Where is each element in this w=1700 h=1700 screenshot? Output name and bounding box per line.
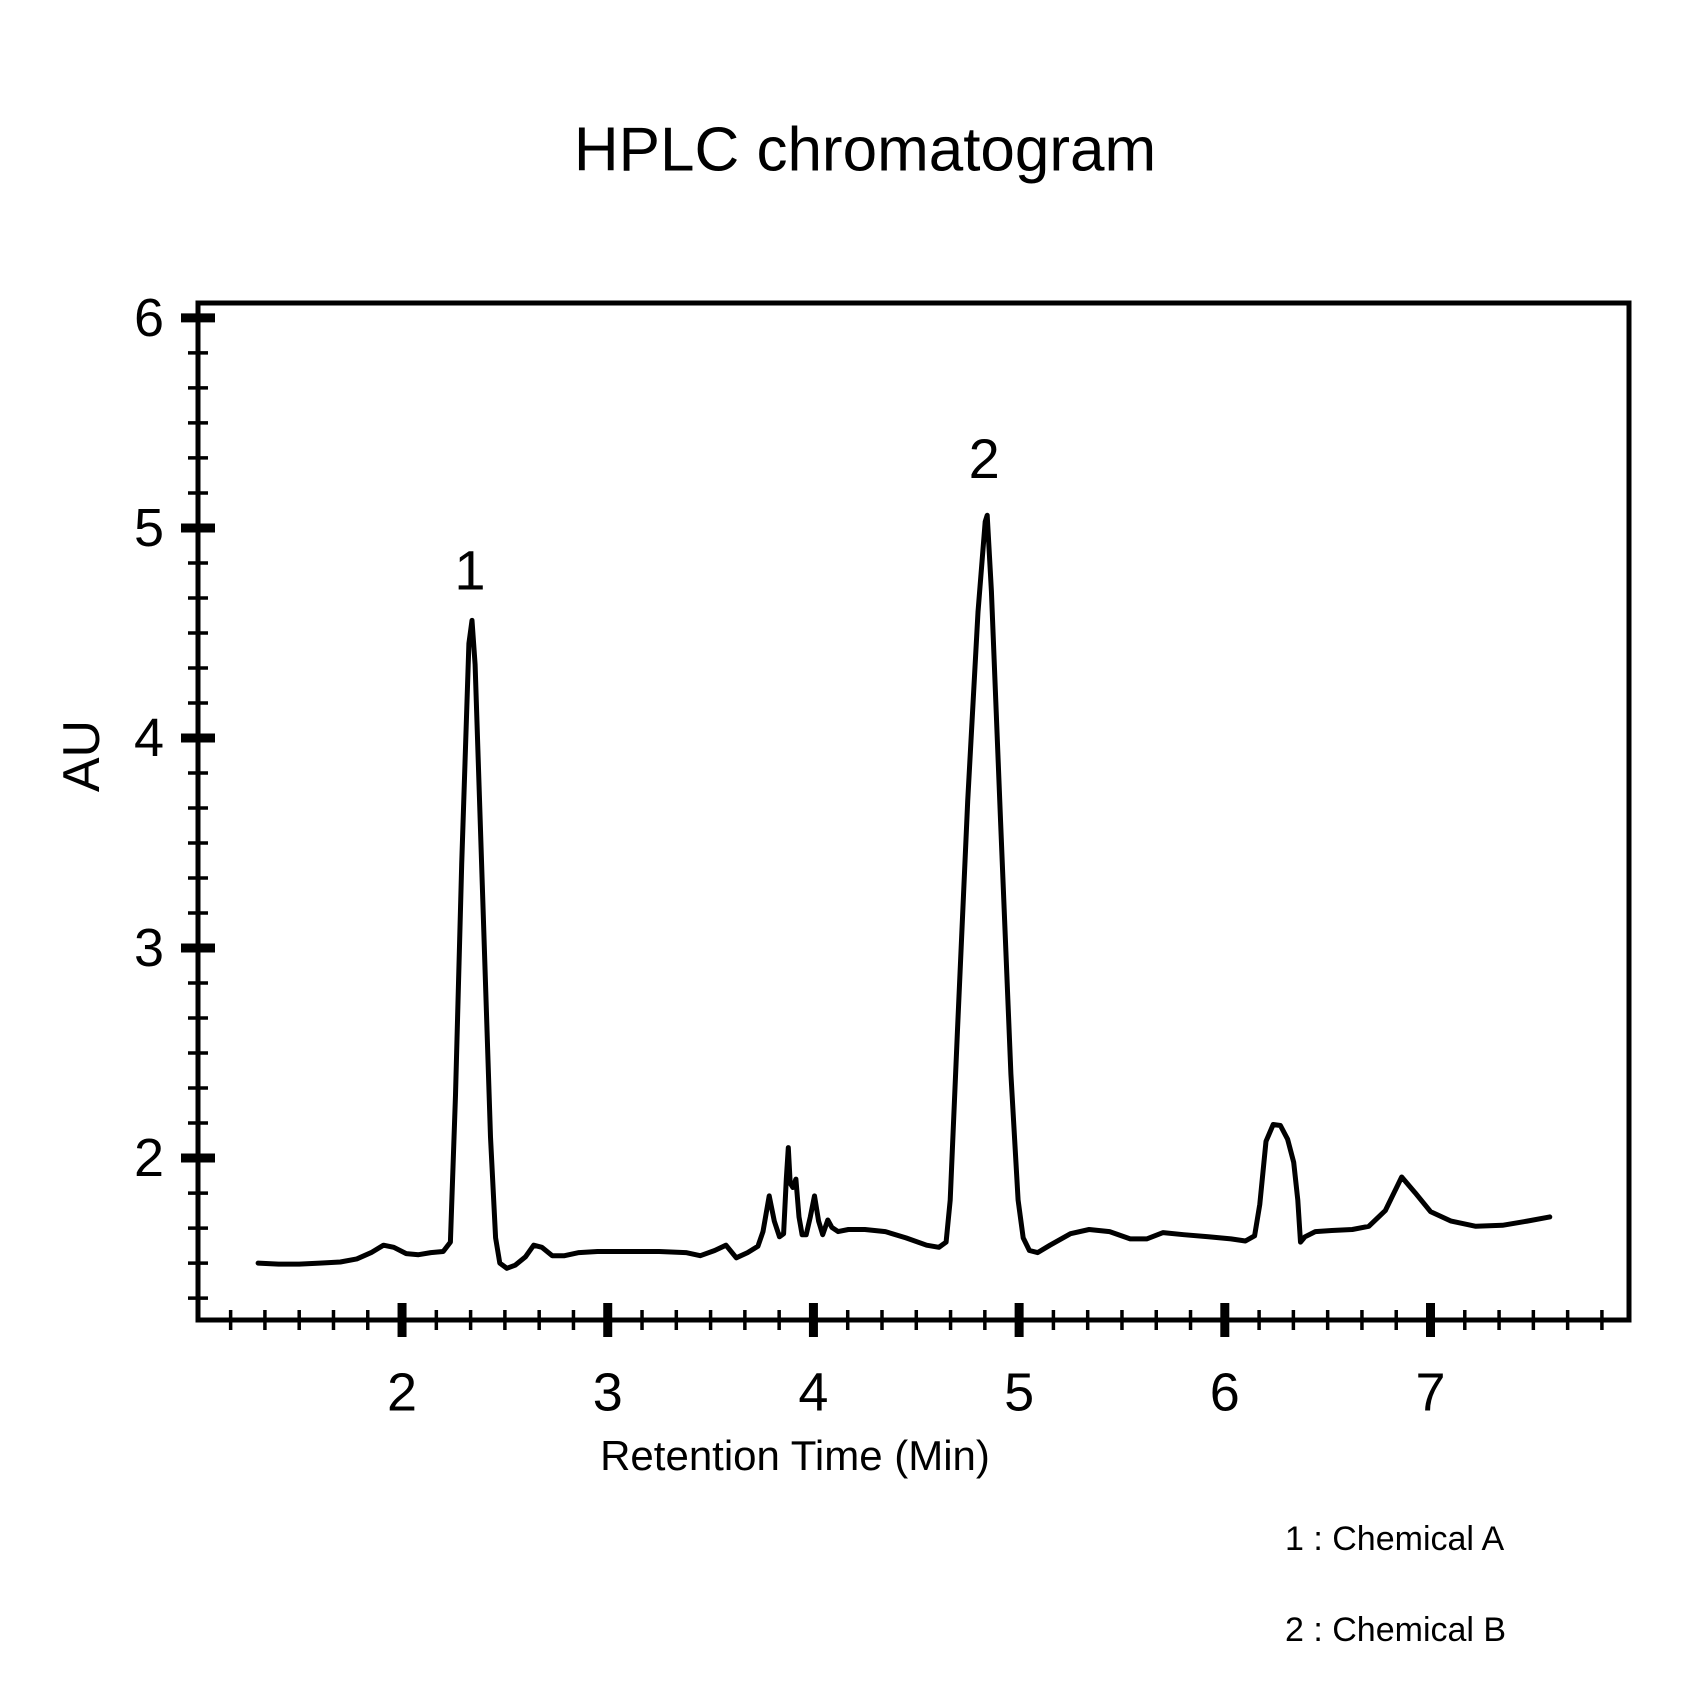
chart-title: HPLC chromatogram — [573, 115, 1157, 185]
svg-text:5: 5 — [134, 498, 164, 558]
legend-item-chemical-b: 2 : Chemical B — [1285, 1611, 1507, 1649]
svg-text:6: 6 — [1210, 1362, 1240, 1422]
peak-legend: 1 : Chemical A 2 : Chemical B — [1285, 1520, 1506, 1700]
legend-item-chemical-a: 1 : Chemical A — [1285, 1520, 1505, 1558]
y-ticks — [181, 313, 215, 1300]
peak-label-1: 1 — [454, 538, 485, 601]
peak-label-2: 2 — [969, 427, 1000, 490]
x-tick-labels: 2 3 4 5 6 7 — [387, 1362, 1446, 1422]
svg-text:2: 2 — [134, 1128, 164, 1188]
plot-border — [195, 300, 1632, 1323]
y-tick-labels: 2 3 4 5 6 — [134, 288, 164, 1188]
svg-text:7: 7 — [1415, 1362, 1445, 1422]
svg-text:4: 4 — [134, 708, 164, 768]
chromatogram-trace — [255, 512, 1553, 1271]
svg-text:2: 2 — [387, 1362, 417, 1422]
svg-text:5: 5 — [1004, 1362, 1034, 1422]
svg-text:3: 3 — [593, 1362, 623, 1422]
peak-annotations: 12 — [454, 427, 999, 601]
svg-text:4: 4 — [798, 1362, 828, 1422]
x-ticks — [228, 1303, 1604, 1337]
svg-text:3: 3 — [134, 918, 164, 978]
svg-text:6: 6 — [134, 288, 164, 348]
x-axis-title: Retention Time (Min) — [600, 1432, 990, 1479]
